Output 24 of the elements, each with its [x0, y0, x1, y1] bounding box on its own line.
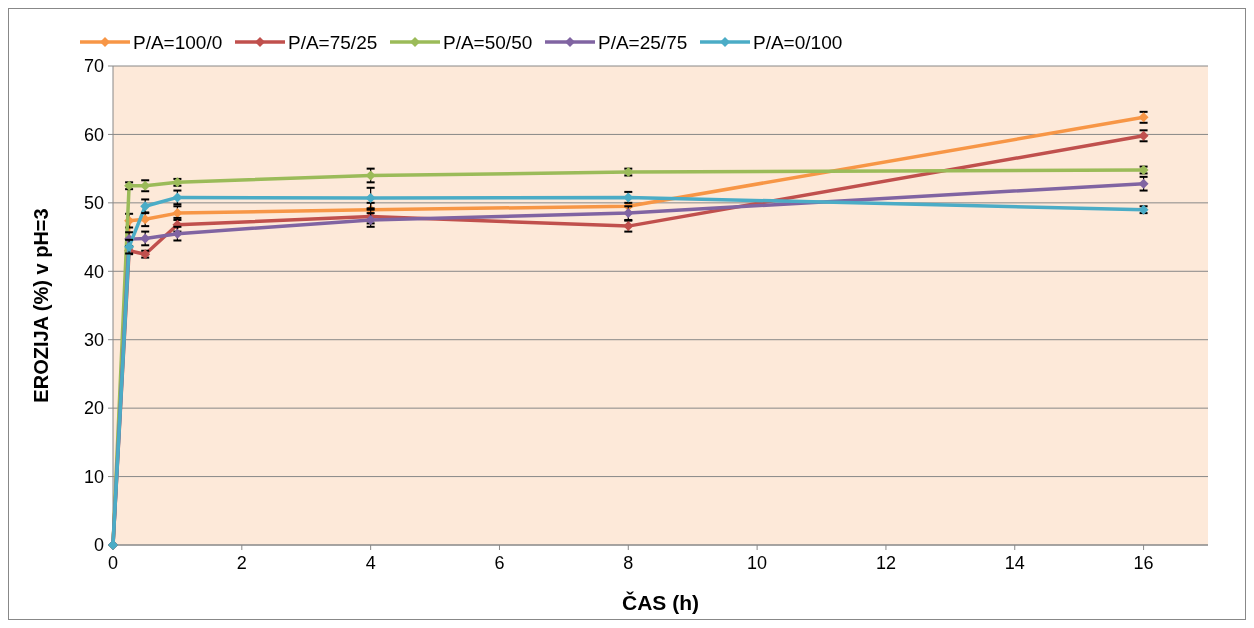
y-tick-label: 50 — [83, 193, 104, 214]
x-tick-label: 8 — [623, 553, 634, 573]
y-tick-label: 70 — [83, 56, 104, 77]
x-tick-label: 10 — [747, 553, 768, 573]
legend-label: P/A=75/25 — [288, 31, 378, 53]
legend-label: P/A=25/75 — [598, 31, 688, 53]
legend-label: P/A=50/50 — [443, 31, 533, 53]
x-tick-label: 2 — [236, 553, 247, 573]
y-tick-label: 40 — [83, 261, 104, 282]
legend-label: P/A=0/100 — [753, 31, 843, 53]
x-tick-label: 14 — [1004, 553, 1025, 573]
x-tick-label: 12 — [875, 553, 896, 573]
legend-label: P/A=100/0 — [133, 31, 223, 53]
y-axis-title: EROZIJA (%) v pH=3 — [30, 208, 52, 403]
y-tick-label: 0 — [93, 535, 104, 556]
x-tick-label: 0 — [107, 553, 119, 573]
x-tick-label: 6 — [494, 553, 505, 573]
x-tick-label: 16 — [1133, 553, 1154, 573]
y-tick-label: 60 — [83, 124, 104, 145]
y-tick-label: 10 — [83, 466, 104, 487]
x-axis-title: ČAS (h) — [622, 591, 699, 614]
y-tick-label: 20 — [83, 398, 104, 419]
x-tick-label: 4 — [365, 553, 376, 573]
y-tick-label: 30 — [83, 330, 104, 351]
